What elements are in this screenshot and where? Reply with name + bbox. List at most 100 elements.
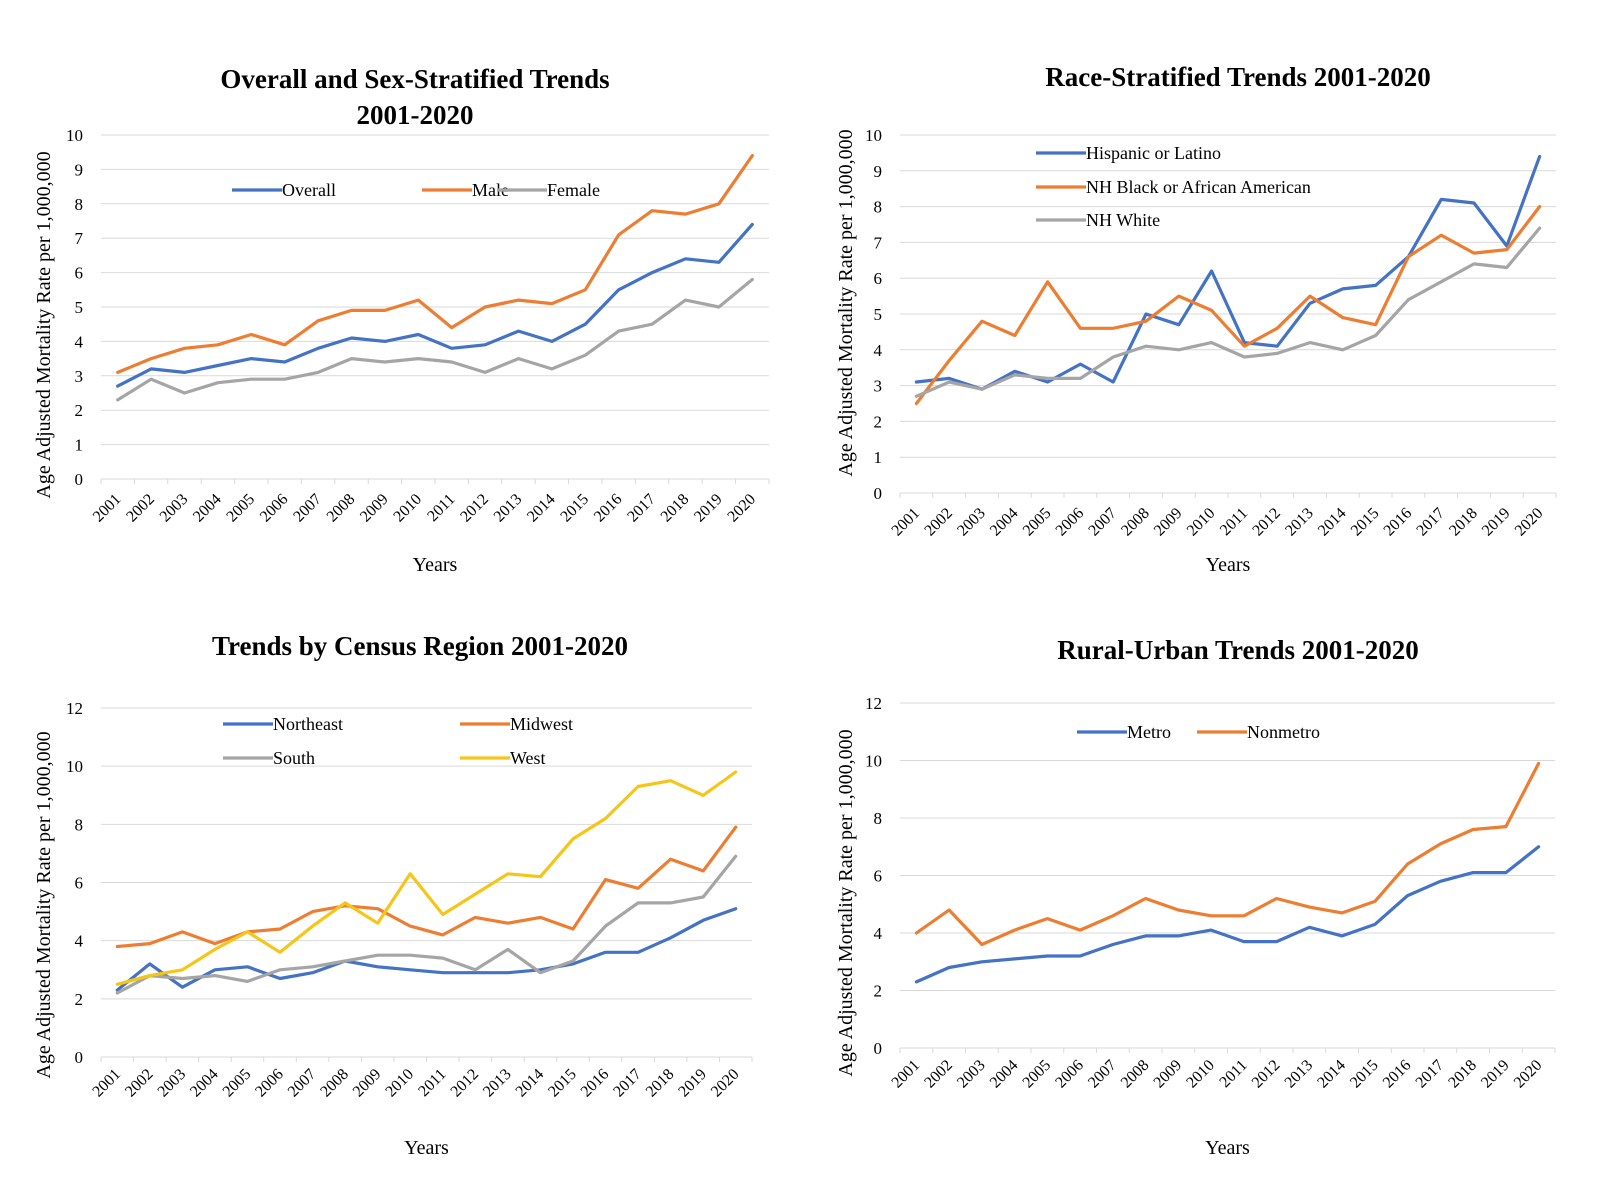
x-tick-label: 2001	[889, 505, 924, 540]
y-tick-label: 6	[874, 269, 883, 288]
x-tick-label: 2016	[1381, 505, 1416, 540]
series-line-nonmetro	[914, 761, 1541, 947]
y-tick-label: 3	[75, 367, 84, 386]
x-tick-label: 2017	[624, 491, 659, 526]
series-line-northeast	[115, 907, 738, 992]
chart-panel-3: Trends by Census Region 2001-2020 0 2 4 6 8 10…	[33, 631, 753, 1159]
x-tick-label: 2003	[157, 491, 192, 526]
x-tick-label: 2011	[415, 1066, 449, 1100]
x-tick-label: 2005	[1020, 1057, 1055, 1092]
chart-title: Rural-Urban Trends 2001-2020	[1057, 635, 1419, 665]
y-tick-label: 5	[874, 305, 883, 324]
x-axis-label: Years	[413, 554, 458, 576]
x-tick-label: 2016	[591, 491, 626, 526]
x-tick-label: 2007	[285, 1066, 320, 1101]
y-tick-label: 3	[874, 377, 883, 396]
y-tick-label: 9	[75, 160, 84, 179]
x-tick-label: 2004	[987, 1057, 1022, 1092]
x-tick-label: 2015	[545, 1066, 580, 1101]
x-tick-label: 2010	[1183, 1057, 1218, 1092]
x-tick-label: 2008	[324, 491, 359, 526]
y-tick-label: 1	[75, 436, 84, 455]
y-tick-label: 4	[874, 924, 883, 943]
x-tick-label: 2001	[89, 1066, 124, 1101]
x-tick-label: 2005	[223, 491, 258, 526]
y-tick-label: 12	[865, 694, 882, 713]
x-tick-label: 2016	[1380, 1057, 1415, 1092]
y-tick-label: 2	[75, 990, 84, 1009]
y-tick-label: 2	[874, 982, 883, 1001]
y-tick-label: 7	[75, 229, 84, 248]
chart-subtitle: 2001-2020	[357, 100, 474, 130]
x-axis	[100, 478, 770, 484]
legend-label: Hispanic or Latino	[1086, 143, 1221, 163]
y-tick-label: 7	[874, 233, 883, 252]
x-tick-label: 2011	[1217, 505, 1251, 539]
y-tick-label: 0	[75, 470, 84, 489]
x-tick-label: 2004	[987, 505, 1022, 540]
y-tick-label: 10	[66, 757, 83, 776]
x-tick-label: 2002	[921, 1057, 956, 1092]
legend-label: Overall	[282, 180, 336, 200]
x-tick-label: 2011	[424, 491, 458, 525]
x-tick-label: 2006	[1053, 505, 1088, 540]
legend-label: Metro	[1127, 722, 1171, 742]
x-tick-label: 2018	[1446, 505, 1481, 540]
x-tick-label: 2010	[390, 491, 425, 526]
x-tick-label: 2012	[1249, 1057, 1284, 1092]
series-line-south	[115, 854, 738, 995]
series-line-nh-white	[914, 226, 1542, 398]
x-tick-label: 2013	[480, 1066, 515, 1101]
x-tick-label: 2020	[1511, 1057, 1546, 1092]
y-tick-label: 0	[874, 484, 883, 503]
x-tick-label: 2009	[1151, 505, 1186, 540]
x-tick-label: 2011	[1216, 1057, 1250, 1091]
series-line-overall	[116, 222, 754, 388]
x-tick-label: 2013	[491, 491, 526, 526]
y-tick-label: 2	[75, 401, 84, 420]
legend: Overall Male Female	[232, 180, 600, 200]
x-tick-label: 2019	[1479, 505, 1514, 540]
x-tick-label: 2008	[1118, 505, 1153, 540]
x-tick-label: 2016	[578, 1066, 613, 1101]
x-tick-label: 2017	[1413, 505, 1448, 540]
x-tick-label: 2013	[1282, 1057, 1317, 1092]
x-tick-label: 2012	[457, 491, 492, 526]
y-tick-label: 8	[874, 809, 883, 828]
legend: Northeast Midwest South West	[223, 714, 573, 768]
legend: Hispanic or Latino NH Black or African Am…	[1036, 143, 1311, 230]
x-tick-label: 2007	[1085, 1057, 1120, 1092]
legend-label: NH White	[1086, 210, 1160, 230]
x-tick-label: 2006	[257, 491, 292, 526]
x-tick-label: 2003	[954, 1057, 989, 1092]
x-axis	[899, 1047, 1556, 1053]
legend-label: Male	[472, 180, 509, 200]
chart-title: Race-Stratified Trends 2001-2020	[1045, 62, 1430, 92]
y-axis-label: Age Adjusted Mortality Rate per 1,000,00…	[835, 129, 857, 476]
x-tick-label: 2006	[252, 1066, 287, 1101]
legend-label: West	[510, 748, 546, 768]
x-tick-label: 2008	[1118, 1057, 1153, 1092]
y-tick-label: 10	[865, 752, 882, 771]
chart-panel-2: Race-Stratified Trends 2001-2020 0 1 2 3 4 5 6 7…	[835, 62, 1557, 576]
x-tick-label: 2020	[1512, 505, 1547, 540]
x-tick-label: 2002	[921, 505, 956, 540]
x-tick-label: 2007	[1085, 505, 1120, 540]
x-tick-label: 2004	[187, 1066, 222, 1101]
x-tick-label: 2001	[889, 1057, 924, 1092]
series-line-metro	[914, 845, 1541, 984]
legend-label: Northeast	[273, 714, 343, 734]
x-tick-label: 2015	[1348, 505, 1383, 540]
x-tick-label: 2009	[357, 491, 392, 526]
y-tick-label: 10	[865, 126, 882, 145]
chart-panel-4: Rural-Urban Trends 2001-2020 0 2 4 6 8 10 12 200…	[835, 635, 1556, 1159]
y-tick-label: 2	[874, 412, 883, 431]
x-tick-label: 2005	[1020, 505, 1055, 540]
x-tick-label: 2007	[290, 491, 325, 526]
x-tick-label: 2018	[658, 491, 693, 526]
x-tick-label: 2003	[954, 505, 989, 540]
x-tick-label: 2005	[220, 1066, 255, 1101]
legend: Metro Nonmetro	[1077, 722, 1320, 742]
y-tick-label: 8	[75, 195, 84, 214]
y-axis-label: Age Adjusted Mortality Rate per 1,000,00…	[33, 731, 55, 1078]
